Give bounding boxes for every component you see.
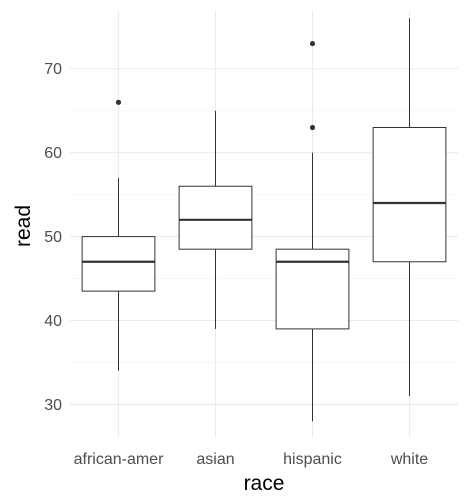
x-tick-label: asian xyxy=(196,451,234,468)
y-tick-label: 40 xyxy=(44,313,62,330)
box-asian xyxy=(178,110,253,329)
box-african-amer xyxy=(81,99,156,371)
outlier-point xyxy=(309,124,316,131)
boxes-layer xyxy=(81,18,447,422)
x-tick-label: white xyxy=(390,451,428,468)
x-axis-title: race xyxy=(244,472,285,495)
x-tick-labels: african-amer asian hispanic white xyxy=(74,451,429,468)
y-tick-label: 50 xyxy=(44,229,62,246)
y-tick-label: 30 xyxy=(44,397,62,414)
iqr-box xyxy=(372,126,447,263)
outlier-point xyxy=(309,40,316,47)
y-tick-labels: 30 40 50 60 70 xyxy=(44,61,62,414)
iqr-box xyxy=(81,236,156,292)
x-tick-label: hispanic xyxy=(283,451,342,468)
y-tick-label: 60 xyxy=(44,145,62,162)
outlier-point xyxy=(115,99,122,105)
iqr-box xyxy=(178,185,253,250)
x-tick-label: african-amer xyxy=(74,451,164,468)
box-white xyxy=(372,18,447,397)
box-hispanic xyxy=(275,40,350,422)
y-tick-label: 70 xyxy=(44,61,62,78)
y-axis-title: read xyxy=(12,205,35,247)
